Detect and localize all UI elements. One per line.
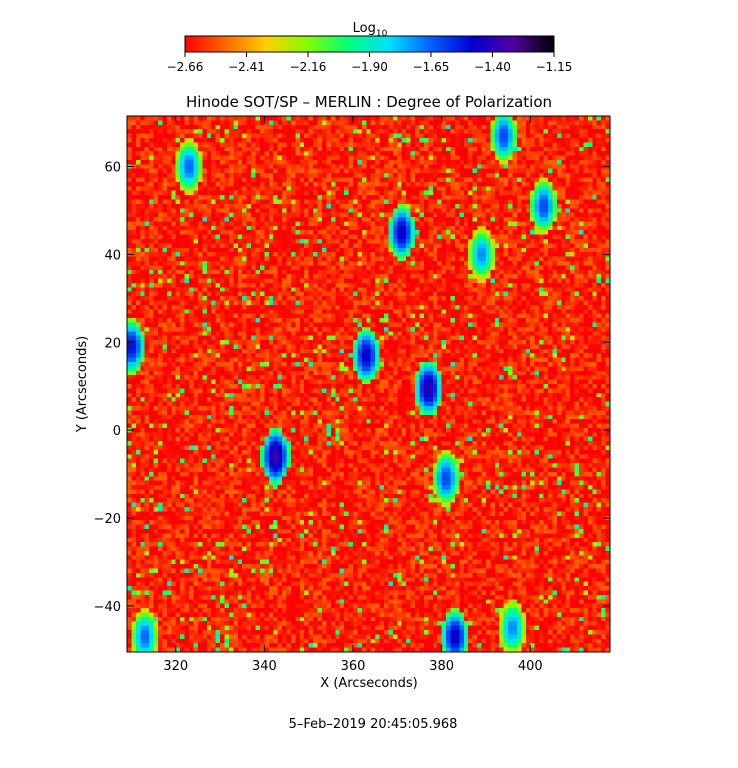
x-axis-label: X (Arcseconds) xyxy=(320,676,417,691)
colorbar-tick-label: −1.90 xyxy=(351,60,388,74)
colorbar-tick-label: −2.41 xyxy=(228,60,265,74)
y-tick-label: −40 xyxy=(94,600,121,615)
y-tick-label: 0 xyxy=(113,424,121,439)
x-axis-ticks: 320 340 360 380 400 xyxy=(163,116,543,674)
chart-title: Hinode SOT/SP – MERLIN : Degree of Polar… xyxy=(186,93,552,111)
colorbar-ticks: −2.66 −2.41 −2.16 −1.90 −1.65 −1.40 −1.15 xyxy=(167,52,573,74)
x-tick-label: 340 xyxy=(252,659,277,674)
x-tick-label: 320 xyxy=(163,659,188,674)
plot-frame xyxy=(126,115,611,653)
y-axis-ticks: −40 −20 0 20 40 60 xyxy=(94,161,610,615)
heatmap-image xyxy=(127,116,610,652)
colorbar-tick-label: −2.66 xyxy=(167,60,204,74)
colorbar-tick-label: −2.16 xyxy=(290,60,327,74)
colorbar-label-text: Log xyxy=(353,21,376,36)
x-tick-label: 360 xyxy=(341,659,366,674)
colorbar-label-subscript: 10 xyxy=(376,29,388,39)
colorbar-tick-label: −1.65 xyxy=(413,60,450,74)
y-tick-label: −20 xyxy=(94,512,121,527)
y-tick-label: 40 xyxy=(104,248,121,263)
colorbar-gradient xyxy=(184,35,555,53)
x-tick-label: 380 xyxy=(429,659,454,674)
footer-timestamp: 5–Feb–2019 20:45:05.968 xyxy=(289,717,458,732)
colorbar-tick-label: −1.15 xyxy=(536,60,573,74)
y-axis-label: Y (Arcseconds) xyxy=(75,336,90,433)
y-tick-label: 60 xyxy=(104,161,121,176)
x-tick-label: 400 xyxy=(518,659,543,674)
colorbar-tick-label: −1.40 xyxy=(474,60,511,74)
colorbar: Log10 −2.66 −2.41 −2.16 −1.90 −1.65 −1.40 −1.1… xyxy=(167,21,573,74)
heatmap-raster xyxy=(127,116,610,652)
y-tick-label: 20 xyxy=(104,336,121,351)
colorbar-label: Log10 xyxy=(353,21,388,39)
